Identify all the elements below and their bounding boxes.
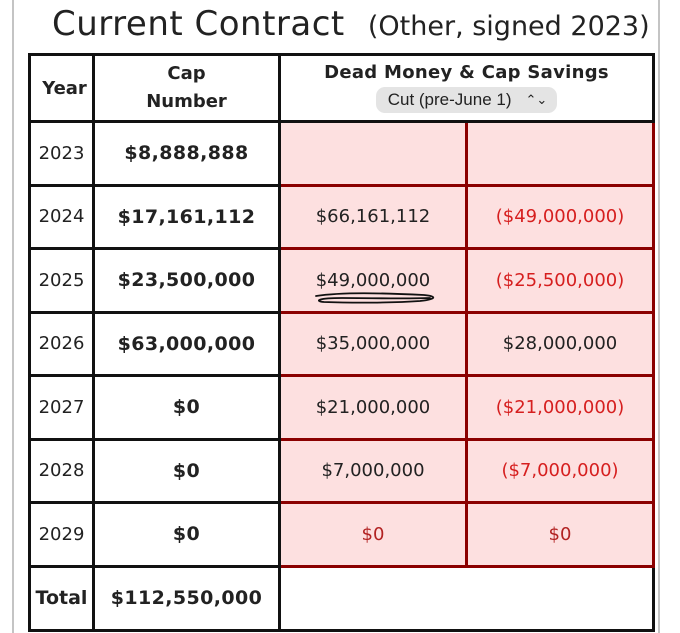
header-year: Year bbox=[28, 53, 95, 123]
header-cap-line2: Number bbox=[146, 91, 227, 112]
page-left-border bbox=[12, 0, 14, 633]
dead-money-title: Dead Money & Cap Savings bbox=[324, 62, 609, 83]
row-cap-number: $0 bbox=[92, 374, 281, 441]
row-cap-number: $17,161,112 bbox=[92, 183, 281, 250]
page-subtitle: (Other, signed 2023) bbox=[367, 11, 650, 42]
table-row: 2025 $23,500,000 $49,000,000 ($25,500,000) bbox=[28, 247, 656, 314]
row-year: 2028 bbox=[28, 437, 95, 504]
row-cap-savings bbox=[464, 120, 656, 187]
row-cap-savings: ($21,000,000) bbox=[464, 374, 656, 441]
row-year: 2025 bbox=[28, 247, 95, 314]
total-label: Total bbox=[28, 564, 95, 632]
row-year: 2023 bbox=[28, 120, 95, 187]
table-header-row: Year Cap Number Dead Money & Cap Savings… bbox=[28, 53, 656, 123]
row-dead-money bbox=[278, 120, 468, 187]
header-cap-number: Cap Number bbox=[92, 53, 281, 123]
row-dead-money: $35,000,000 bbox=[278, 310, 468, 377]
row-cap-savings: ($49,000,000) bbox=[464, 183, 656, 250]
header-cap-line1: Cap bbox=[167, 63, 206, 84]
row-cap-number: $63,000,000 bbox=[92, 310, 281, 377]
row-cap-number: $8,888,888 bbox=[92, 120, 281, 187]
row-cap-number: $0 bbox=[92, 501, 281, 568]
table-row: 2027 $0 $21,000,000 ($21,000,000) bbox=[28, 374, 656, 441]
row-cap-savings: $28,000,000 bbox=[464, 310, 656, 377]
row-cap-number: $0 bbox=[92, 437, 281, 504]
total-value: $112,550,000 bbox=[92, 564, 281, 632]
scenario-select-value: Cut (pre-June 1) bbox=[387, 90, 512, 109]
page-right-border bbox=[658, 0, 660, 633]
table-body: 2023 $8,888,888 2024 $17,161,112 $66,161,112… bbox=[28, 120, 656, 568]
total-row: Total $112,550,000 bbox=[28, 564, 656, 632]
row-year: 2026 bbox=[28, 310, 95, 377]
page-title: Current Contract bbox=[52, 4, 345, 44]
total-empty-cell bbox=[277, 564, 656, 632]
row-cap-number: $23,500,000 bbox=[92, 247, 281, 314]
row-year: 2024 bbox=[28, 183, 95, 250]
contract-table: Year Cap Number Dead Money & Cap Savings… bbox=[28, 53, 656, 632]
row-cap-savings: ($25,500,000) bbox=[464, 247, 656, 314]
row-dead-money: $21,000,000 bbox=[278, 374, 468, 441]
table-row: 2026 $63,000,000 $35,000,000 $28,000,000 bbox=[28, 310, 656, 377]
row-year: 2027 bbox=[28, 374, 95, 441]
table-row: 2024 $17,161,112 $66,161,112 ($49,000,000) bbox=[28, 183, 656, 250]
row-dead-money: $7,000,000 bbox=[278, 437, 468, 504]
row-dead-money: $66,161,112 bbox=[278, 183, 468, 250]
table-row: 2028 $0 $7,000,000 ($7,000,000) bbox=[28, 437, 656, 504]
row-cap-savings: $0 bbox=[464, 501, 656, 568]
table-row: 2029 $0 $0 $0 bbox=[28, 501, 656, 568]
row-dead-money: $0 bbox=[278, 501, 468, 568]
row-cap-savings: ($7,000,000) bbox=[464, 437, 656, 504]
scenario-select[interactable]: Cut (pre-June 1) ⌃⌄ bbox=[375, 87, 558, 113]
select-chevron-icon: ⌃⌄ bbox=[525, 92, 548, 107]
header-dead-money: Dead Money & Cap Savings Cut (pre-June 1… bbox=[277, 53, 656, 123]
scribble-annotation bbox=[315, 292, 435, 304]
contract-header: Current Contract (Other, signed 2023) bbox=[52, 4, 650, 44]
table-row: 2023 $8,888,888 bbox=[28, 120, 656, 187]
row-year: 2029 bbox=[28, 501, 95, 568]
